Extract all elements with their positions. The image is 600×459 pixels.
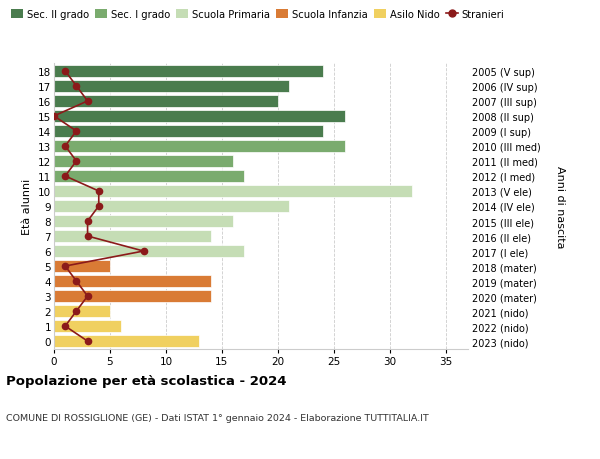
Bar (54, 171, 244, 183)
Bar (54, 260, 110, 273)
Bar (54, 336, 199, 347)
Bar (54, 96, 278, 108)
Text: Popolazione per età scolastica - 2024: Popolazione per età scolastica - 2024 (6, 374, 287, 387)
Bar (54, 320, 121, 332)
Bar (54, 66, 323, 78)
Y-axis label: Età alunni: Età alunni (22, 179, 32, 235)
Bar (54, 230, 211, 242)
Bar (54, 216, 233, 228)
Bar (54, 246, 244, 257)
Legend: Sec. II grado, Sec. I grado, Scuola Primaria, Scuola Infanzia, Asilo Nido, Stran: Sec. II grado, Sec. I grado, Scuola Prim… (11, 10, 505, 20)
Bar (54, 291, 211, 302)
Text: COMUNE DI ROSSIGLIONE (GE) - Dati ISTAT 1° gennaio 2024 - Elaborazione TUTTITALI: COMUNE DI ROSSIGLIONE (GE) - Dati ISTAT … (6, 413, 429, 422)
Bar (54, 126, 323, 138)
Bar (54, 81, 289, 93)
Y-axis label: Anni di nascita: Anni di nascita (555, 165, 565, 248)
Bar (54, 140, 345, 153)
Bar (54, 156, 233, 168)
Bar (54, 305, 110, 317)
Bar (54, 111, 345, 123)
Bar (54, 201, 289, 213)
Bar (54, 275, 211, 287)
Bar (54, 185, 412, 197)
